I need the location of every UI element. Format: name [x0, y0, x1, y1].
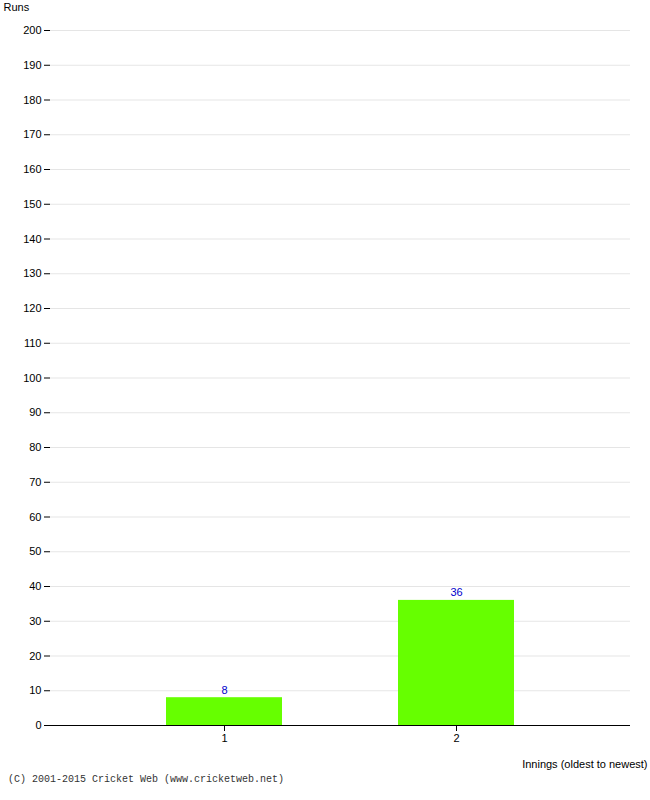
svg-text:0: 0 — [35, 719, 41, 731]
svg-text:90: 90 — [29, 406, 41, 418]
svg-text:40: 40 — [29, 580, 41, 592]
svg-text:100: 100 — [23, 372, 41, 384]
svg-text:120: 120 — [23, 302, 41, 314]
html-text:(C) 2001-2015 Cricket Web (www: (C) 2001-2015 Cricket Web (www.cricketwe… — [8, 774, 284, 785]
svg-text:36: 36 — [450, 586, 462, 598]
svg-text:50: 50 — [29, 545, 41, 557]
svg-text:150: 150 — [23, 198, 41, 210]
svg-text:110: 110 — [24, 337, 42, 349]
svg-text:140: 140 — [23, 233, 41, 245]
svg-text:2: 2 — [453, 732, 459, 744]
svg-text:200: 200 — [23, 24, 41, 36]
svg-text:30: 30 — [29, 615, 41, 627]
svg-text:130: 130 — [23, 267, 41, 279]
svg-text:160: 160 — [23, 163, 41, 175]
svg-text:180: 180 — [23, 94, 41, 106]
svg-text:60: 60 — [29, 511, 41, 523]
svg-text:80: 80 — [29, 441, 41, 453]
svg-text:8: 8 — [221, 684, 227, 696]
svg-text:70: 70 — [29, 476, 41, 488]
svg-text:1: 1 — [221, 732, 227, 744]
svg-text:10: 10 — [29, 684, 41, 696]
svg-text:190: 190 — [23, 59, 41, 71]
svg-text:Runs: Runs — [4, 1, 30, 13]
svg-text:170: 170 — [23, 128, 41, 140]
svg-text:Innings (oldest to newest): Innings (oldest to newest) — [522, 758, 647, 770]
svg-text:20: 20 — [29, 650, 41, 662]
